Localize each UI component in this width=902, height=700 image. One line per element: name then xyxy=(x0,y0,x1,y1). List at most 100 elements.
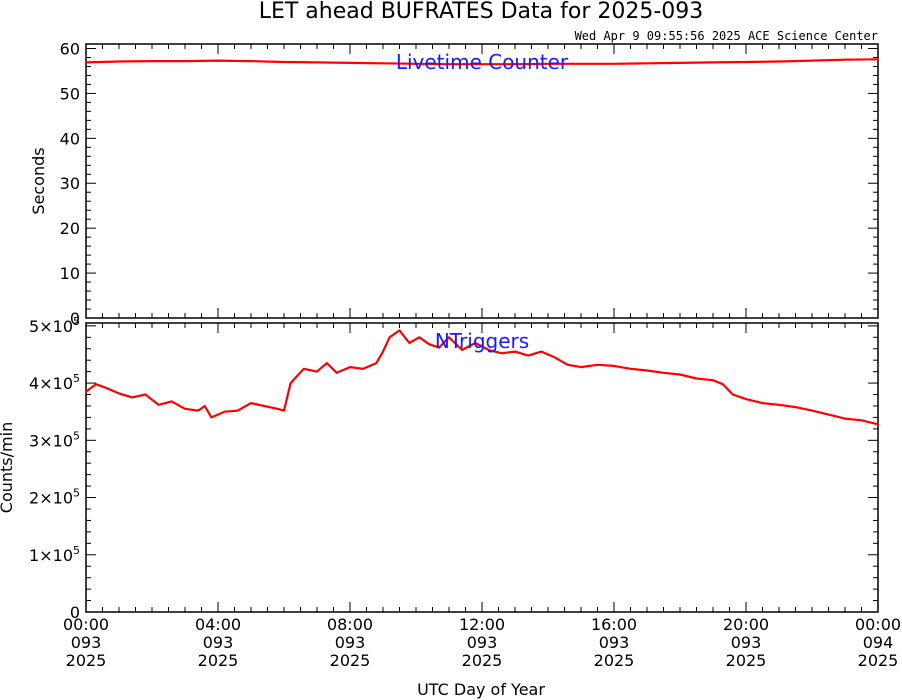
data-point xyxy=(811,409,813,412)
y-tick-exponent: 5 xyxy=(73,544,80,557)
data-point xyxy=(646,62,648,65)
panel-1: 0 10 20 30 40 50 60 Seconds Livetime Counter xyxy=(29,39,879,328)
data-point xyxy=(263,405,266,407)
y-tick-exponent: 5 xyxy=(73,315,80,328)
data-point xyxy=(250,60,252,62)
plot-frame xyxy=(85,322,879,613)
data-point xyxy=(398,329,401,332)
data-point xyxy=(118,60,120,63)
data-point xyxy=(461,349,464,351)
x-tick-label: 093 xyxy=(335,633,366,652)
x-tick-label: 2025 xyxy=(594,651,635,670)
data-point xyxy=(283,409,285,412)
x-tick-label: 093 xyxy=(731,633,762,652)
y-tick-label: 5×105 xyxy=(29,315,80,336)
y-tick-label: 0 xyxy=(70,309,80,328)
y-tick-base: 0 xyxy=(70,603,80,622)
y-tick-label: 4×105 xyxy=(29,372,80,393)
data-point xyxy=(474,342,477,344)
data-point xyxy=(662,371,665,374)
data-point xyxy=(184,408,186,410)
data-point xyxy=(85,61,87,64)
data-point xyxy=(487,349,490,351)
data-point xyxy=(745,398,747,400)
y-tick-label: 60 xyxy=(60,39,80,58)
panels-group: 0 10 20 30 40 50 60 Seconds Livetime Counter 0 1×1… xyxy=(0,39,901,670)
x-tick-label: 2025 xyxy=(462,651,503,670)
y-tick-base: 5×10 xyxy=(29,317,73,336)
data-point xyxy=(567,363,569,366)
y-tick-label: 30 xyxy=(60,174,80,193)
data-point xyxy=(527,354,529,357)
panel-label: Livetime Counter xyxy=(396,50,569,74)
data-point xyxy=(732,393,734,396)
x-tick-label: 093 xyxy=(203,633,234,652)
data-point xyxy=(778,60,780,63)
data-point xyxy=(540,350,543,353)
data-point xyxy=(428,343,431,345)
y-axis-label: Seconds xyxy=(29,147,48,214)
y-tick-base: 4×10 xyxy=(29,374,73,393)
data-point xyxy=(362,367,365,370)
data-point xyxy=(326,362,328,364)
x-tick-label: 2025 xyxy=(330,651,371,670)
x-tick-label: 2025 xyxy=(858,651,899,670)
data-point xyxy=(745,61,747,63)
data-point xyxy=(596,363,599,366)
chart-title: LET ahead BUFRATES Data for 2025-093 xyxy=(259,0,704,24)
x-tick-label: 04:00 xyxy=(195,615,241,634)
data-point xyxy=(613,62,615,65)
data-point xyxy=(95,383,97,386)
y-tick-exponent: 5 xyxy=(73,429,80,442)
x-tick-label: 2025 xyxy=(726,651,767,670)
data-point xyxy=(131,396,133,399)
y-tick-label: 10 xyxy=(60,264,80,283)
data-point xyxy=(860,419,863,422)
x-tick-label: 00:00 xyxy=(855,615,901,634)
x-tick-label: 12:00 xyxy=(459,615,505,634)
data-point xyxy=(580,62,582,65)
data-point xyxy=(217,59,219,62)
data-point xyxy=(712,379,714,382)
data-point xyxy=(382,62,384,65)
x-tick-label: 2025 xyxy=(198,651,239,670)
y-tick-label: 2×105 xyxy=(29,487,80,508)
y-tick-exponent: 5 xyxy=(73,487,80,500)
y-tick-base: 1×10 xyxy=(29,546,73,565)
x-tick-label: 093 xyxy=(71,633,102,652)
data-point xyxy=(289,382,292,384)
data-point xyxy=(827,413,830,416)
data-point xyxy=(171,400,173,403)
data-point xyxy=(85,390,87,393)
data-point xyxy=(438,346,440,349)
data-point xyxy=(418,336,421,339)
data-point xyxy=(276,408,279,410)
data-point xyxy=(144,393,147,396)
data-point xyxy=(514,350,516,353)
y-tick-label: 20 xyxy=(60,219,80,238)
data-point xyxy=(553,356,556,359)
data-point xyxy=(712,61,714,64)
x-tick-label: 08:00 xyxy=(327,615,373,634)
y-tick-label: 1×105 xyxy=(29,544,80,565)
data-point xyxy=(303,367,305,370)
data-point xyxy=(722,383,724,386)
data-point xyxy=(157,404,160,406)
data-point xyxy=(349,366,351,368)
plot-frame xyxy=(85,43,879,319)
x-tick-label: 093 xyxy=(599,633,630,652)
panel-label: NTriggers xyxy=(435,329,529,353)
data-point xyxy=(184,60,186,62)
data-point xyxy=(844,58,846,61)
data-point xyxy=(237,409,239,412)
data-point xyxy=(223,410,226,413)
data-point xyxy=(250,402,252,404)
data-point xyxy=(844,417,846,420)
chart-subtitle: Wed Apr 9 09:55:56 2025 ACE Science Cent… xyxy=(575,29,878,43)
x-tick-label: 16:00 xyxy=(591,615,637,634)
data-point xyxy=(105,386,107,389)
x-tick-label: 20:00 xyxy=(723,615,769,634)
data-point xyxy=(501,352,503,355)
data-point xyxy=(481,63,483,66)
